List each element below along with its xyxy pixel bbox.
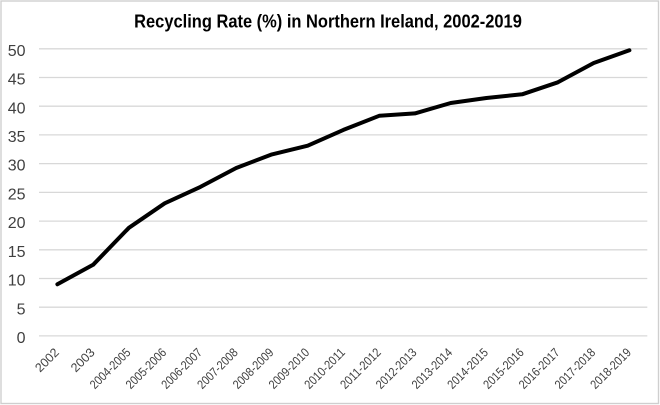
svg-text:25: 25 [8, 187, 26, 204]
svg-text:15: 15 [8, 244, 26, 261]
svg-text:Recycling Rate (%) in Northern: Recycling Rate (%) in Northern Ireland, … [134, 10, 522, 31]
svg-text:5: 5 [17, 301, 26, 318]
svg-text:45: 45 [8, 72, 26, 89]
svg-text:40: 40 [8, 100, 26, 117]
svg-text:0: 0 [17, 330, 26, 347]
svg-text:35: 35 [8, 129, 26, 146]
svg-text:20: 20 [8, 215, 26, 232]
svg-text:30: 30 [8, 158, 26, 175]
svg-text:50: 50 [8, 43, 26, 60]
svg-text:10: 10 [8, 273, 26, 290]
